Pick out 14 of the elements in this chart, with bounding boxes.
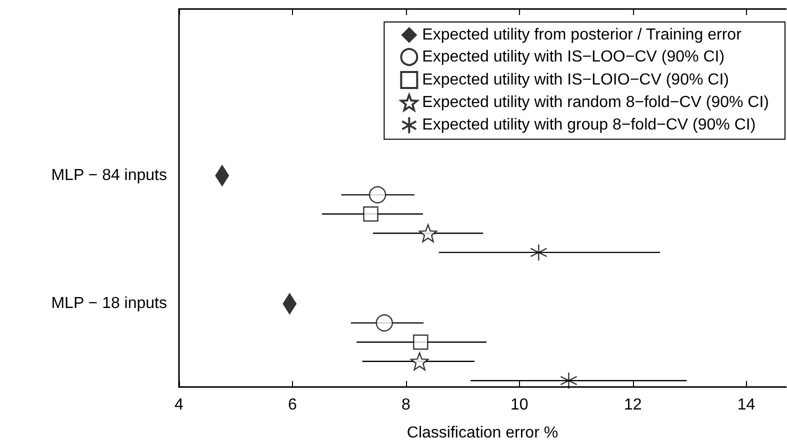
x-tick-label: 8 (401, 396, 410, 414)
x-tick-label: 12 (624, 396, 642, 414)
x-tick-label: 10 (510, 396, 528, 414)
legend-label: Expected utility with IS−LOO−CV (90% CI) (422, 48, 725, 66)
legend-label: Expected utility with random 8−fold−CV (90% CI) (422, 94, 769, 112)
x-tick-label: 6 (288, 396, 298, 414)
legend-label: Expected utility with IS−LOIO−CV (90% CI) (422, 72, 729, 88)
legend-label: Expected utility with group 8−fold−CV (90% CI) (422, 116, 756, 134)
y-tick-label: MLP − 18 inputs (51, 295, 167, 312)
x-tick-label: 14 (737, 396, 756, 414)
x-axis-title: Classification error % (406, 424, 558, 442)
y-tick-label: MLP − 84 inputs (51, 167, 167, 184)
x-tick-label: 4 (174, 396, 184, 414)
legend-label: Expected utility from posterior / Training error (422, 26, 742, 44)
